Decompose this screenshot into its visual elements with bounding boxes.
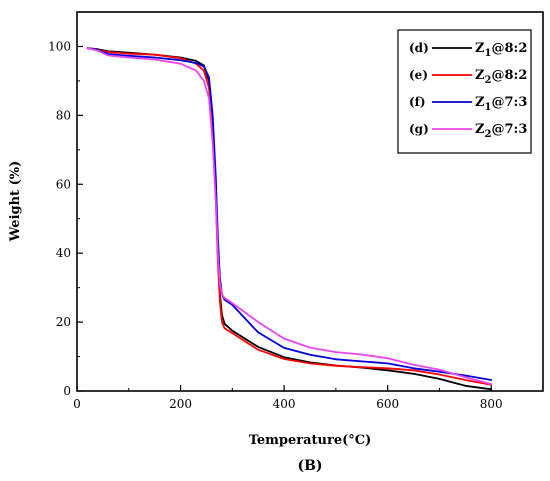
y-axis-title: Weight (%)	[8, 161, 23, 242]
legend-label-base: Z	[475, 95, 485, 110]
legend-letter: (d)	[409, 41, 429, 55]
legend-label-subscript: 2	[485, 129, 492, 140]
y-tick-label: 0	[63, 384, 71, 398]
legend-label-subscript: 1	[485, 102, 492, 113]
legend: (d) Z1@8:2(e) Z2@8:2(f) Z1@7:3(g) Z2@7:3	[397, 29, 532, 154]
legend-label-subscript: 1	[485, 48, 492, 59]
legend-label-rest: @7:3	[491, 95, 527, 110]
panel-label: (B)	[297, 458, 322, 474]
y-tick-label: 60	[56, 177, 71, 191]
legend-items: (d) Z1@8:2(e) Z2@8:2(f) Z1@7:3(g) Z2@7:3	[409, 41, 527, 140]
series-line-2	[86, 47, 493, 386]
legend-label-base: Z	[475, 122, 485, 137]
legend-label: Z1@8:2	[475, 41, 527, 59]
legend-label-base: Z	[475, 41, 485, 56]
x-tick-label: 800	[480, 397, 503, 411]
x-axis-title: Temperature(°C)	[249, 433, 372, 448]
legend-letter: (e)	[409, 68, 428, 82]
legend-letter: (g)	[409, 122, 429, 136]
y-tick-label: 80	[56, 108, 71, 122]
legend-label-base: Z	[475, 68, 485, 83]
legend-label: Z1@7:3	[475, 95, 527, 113]
legend-label-rest: @8:2	[491, 68, 527, 83]
axis-ticks: 0 200 400 600 800 0 20 40 60 80 100	[48, 39, 503, 411]
x-tick-label: 600	[376, 397, 399, 411]
legend-box	[397, 29, 532, 154]
legend-label: Z2@8:2	[475, 68, 527, 86]
x-tick-label: 200	[169, 397, 192, 411]
series-line-4	[86, 47, 493, 386]
legend-label: Z2@7:3	[475, 122, 527, 140]
legend-label-rest: @7:3	[491, 122, 527, 137]
legend-letter: (f)	[409, 95, 426, 109]
y-tick-label: 20	[56, 315, 71, 329]
y-tick-label: 40	[56, 246, 71, 260]
plot-frame	[76, 11, 544, 392]
series-lines	[86, 47, 493, 391]
y-tick-label: 100	[48, 39, 71, 53]
x-tick-label: 400	[273, 397, 296, 411]
x-tick-label: 0	[73, 397, 81, 411]
legend-label-rest: @8:2	[491, 41, 527, 56]
legend-label-subscript: 2	[485, 75, 492, 86]
